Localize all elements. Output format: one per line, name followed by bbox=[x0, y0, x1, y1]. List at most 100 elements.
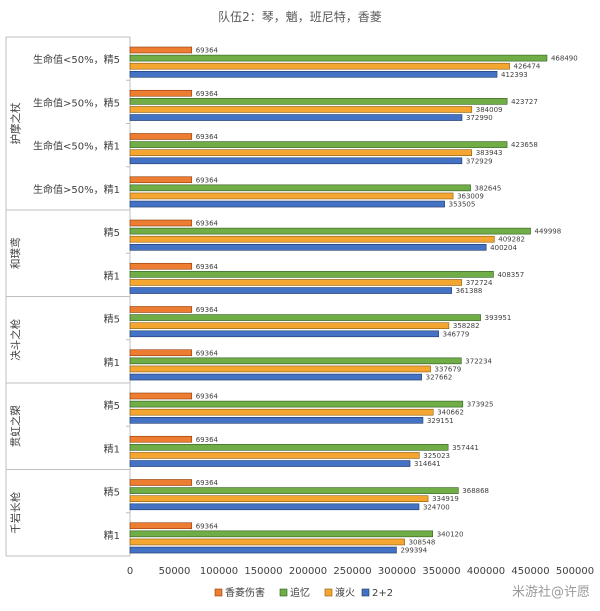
bar bbox=[129, 373, 422, 381]
bar bbox=[129, 271, 494, 278]
data-label: 327662 bbox=[426, 374, 453, 382]
bar bbox=[129, 176, 193, 184]
x-tick-label: 100000 bbox=[200, 566, 238, 577]
category-label: 精1 bbox=[104, 269, 120, 282]
group-label: 护摩之杖 bbox=[9, 102, 22, 144]
category-label: 精1 bbox=[104, 529, 120, 542]
bar bbox=[129, 400, 464, 408]
group-label: 决斗之枪 bbox=[9, 318, 22, 360]
bar bbox=[129, 279, 463, 286]
data-label: 393951 bbox=[485, 314, 512, 322]
data-label: 69364 bbox=[196, 90, 219, 98]
group-label: 和璞鸢 bbox=[9, 237, 22, 269]
data-label: 325023 bbox=[423, 452, 450, 460]
bar bbox=[129, 349, 193, 357]
category-label: 精5 bbox=[104, 313, 120, 326]
data-label: 449998 bbox=[534, 228, 561, 236]
group-label: 贯虹之槊 bbox=[9, 405, 22, 447]
data-label: 368868 bbox=[462, 487, 489, 495]
bar bbox=[129, 460, 411, 467]
bar bbox=[129, 503, 420, 511]
data-label: 353505 bbox=[449, 201, 476, 209]
data-label: 372929 bbox=[466, 157, 493, 165]
legend-swatch bbox=[324, 588, 333, 597]
x-tick-label: 300000 bbox=[378, 566, 416, 577]
bar bbox=[129, 71, 498, 78]
bar bbox=[129, 184, 471, 192]
data-label: 69364 bbox=[196, 479, 219, 487]
data-label: 308548 bbox=[409, 538, 436, 546]
category-axis-frame: 护摩之杖 生命值<50%，精5 生命值>50%，精5 生命值<50%，精1 生命值>50… bbox=[5, 36, 131, 557]
data-label: 340120 bbox=[437, 530, 464, 538]
bar bbox=[129, 89, 193, 97]
bar bbox=[129, 133, 193, 140]
legend-swatch bbox=[279, 588, 288, 597]
data-label: 358282 bbox=[453, 322, 480, 330]
bar bbox=[129, 479, 193, 486]
bar bbox=[129, 149, 473, 156]
group-label: 千岩长枪 bbox=[9, 491, 22, 533]
category-label: 精1 bbox=[104, 442, 120, 455]
bar bbox=[129, 546, 397, 554]
bar bbox=[129, 287, 452, 294]
category-label: 生命值>50%，精5 bbox=[33, 96, 120, 109]
x-tick-label: 400000 bbox=[467, 566, 505, 577]
x-tick-label: 250000 bbox=[333, 566, 371, 577]
data-label: 337679 bbox=[435, 365, 462, 373]
bar bbox=[129, 227, 531, 235]
x-tick-label: 350000 bbox=[422, 566, 460, 577]
data-label: 384009 bbox=[476, 106, 503, 114]
chart-title: 队伍2：琴，魈，班尼特，香菱 bbox=[218, 9, 382, 24]
data-label: 346779 bbox=[443, 330, 470, 338]
x-tick-label: 200000 bbox=[289, 566, 327, 577]
legend-swatch bbox=[214, 588, 223, 597]
data-label: 382645 bbox=[475, 184, 502, 192]
data-label: 468490 bbox=[551, 55, 578, 63]
category-label: 生命值<50%，精1 bbox=[33, 140, 120, 153]
data-label: 69364 bbox=[196, 133, 219, 141]
category-label: 精5 bbox=[104, 399, 120, 412]
data-label: 69364 bbox=[196, 220, 219, 228]
bar bbox=[129, 530, 434, 538]
data-label: 372234 bbox=[465, 357, 492, 365]
bar bbox=[129, 219, 193, 227]
bar bbox=[129, 54, 548, 62]
data-label: 400204 bbox=[490, 244, 517, 252]
bar bbox=[129, 435, 193, 443]
data-label: 324700 bbox=[423, 503, 450, 511]
data-label: 408357 bbox=[497, 271, 524, 279]
legend-label: 香菱伤害 bbox=[225, 586, 265, 599]
legend-swatch bbox=[361, 588, 370, 597]
bar bbox=[129, 244, 487, 251]
bar bbox=[129, 487, 459, 494]
bar bbox=[129, 62, 510, 70]
value-axis: 0 50000 100000 150000 200000 250000 300000 3500… bbox=[127, 566, 594, 577]
bar bbox=[129, 357, 462, 365]
data-label: 69364 bbox=[196, 522, 219, 530]
data-label: 69364 bbox=[196, 47, 219, 55]
bar bbox=[129, 262, 193, 270]
watermark-text: 米游社@许愿 bbox=[512, 584, 590, 600]
data-label: 372990 bbox=[466, 114, 493, 122]
legend: 香菱伤害 追忆 渡火 2+2 bbox=[214, 586, 393, 599]
bar bbox=[129, 192, 454, 200]
bar bbox=[129, 235, 495, 243]
category-label: 生命值>50%，精1 bbox=[33, 183, 120, 196]
x-tick-label: 150000 bbox=[244, 566, 282, 577]
legend-label: 渡火 bbox=[335, 586, 355, 599]
data-label: 314641 bbox=[414, 460, 441, 468]
data-label: 409282 bbox=[498, 236, 525, 244]
category-label: 生命值<50%，精5 bbox=[33, 53, 120, 66]
data-label: 412393 bbox=[501, 71, 528, 79]
data-label: 423727 bbox=[511, 98, 538, 106]
bar bbox=[129, 522, 193, 530]
bar bbox=[129, 495, 429, 503]
legend-label: 追忆 bbox=[290, 586, 310, 599]
category-label: 精5 bbox=[104, 486, 120, 499]
bar bbox=[129, 114, 463, 121]
bar bbox=[129, 157, 463, 165]
bar bbox=[129, 408, 434, 416]
data-label: 357441 bbox=[452, 444, 479, 452]
data-label: 340662 bbox=[437, 409, 464, 417]
data-label: 334919 bbox=[432, 495, 459, 503]
